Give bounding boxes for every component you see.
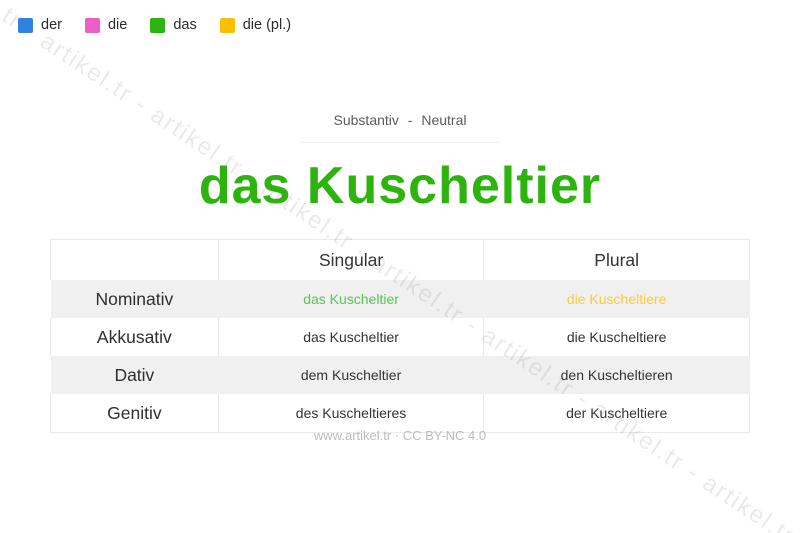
legend-item-das: das — [150, 17, 197, 33]
das-color-swatch — [150, 17, 166, 33]
header-plural: Plural — [483, 239, 750, 280]
legend-label-die-plural: die (pl.) — [242, 17, 292, 33]
word-category: Substantiv - Neutral — [333, 112, 467, 128]
header-singular: Singular — [217, 239, 485, 280]
die-plural-color-swatch — [219, 17, 235, 33]
legend-item-die: die — [84, 17, 128, 33]
dativ-plural-value: den Kuscheltieren — [560, 367, 673, 383]
dativ-singular-value: dem Kuscheltier — [300, 367, 402, 383]
genitiv-singular-value: des Kuscheltieres — [217, 394, 485, 433]
die-color-swatch — [84, 17, 100, 33]
table-row-dativ: Dativ dem Kuscheltier den Kuscheltieren — [50, 356, 750, 394]
nominativ-plural-value: die Kuscheltiere — [566, 291, 667, 307]
table-header-row: Singular Plural — [50, 239, 750, 280]
legend-label-der: der — [41, 17, 62, 33]
case-label-nominativ: Nominativ — [95, 288, 174, 309]
category-underline — [300, 142, 500, 143]
case-label-dativ: Dativ — [114, 364, 155, 385]
genitiv-plural-value: der Kuscheltiere — [483, 394, 750, 433]
legend-item-der: der — [18, 17, 62, 33]
legend-label-das: das — [173, 17, 197, 33]
table-row-genitiv: Genitiv des Kuscheltieres der Kuscheltie… — [50, 394, 750, 433]
der-color-swatch — [18, 17, 33, 33]
case-label-akkusativ: Akkusativ — [50, 318, 219, 356]
legend-label-die: die — [107, 17, 128, 33]
header-empty-cell — [50, 239, 219, 280]
page-title: das Kuscheltier — [198, 157, 602, 215]
legend-item-die-plural: die (pl.) — [219, 17, 292, 33]
attribution-footer: www.artikel.tr · CC BY-NC 4.0 — [313, 428, 487, 443]
table-row-nominativ: Nominativ das Kuscheltier die Kuscheltie… — [50, 280, 750, 318]
nominativ-singular-value: das Kuscheltier — [303, 291, 399, 307]
table-row-akkusativ: Akkusativ das Kuscheltier die Kuscheltie… — [50, 318, 750, 356]
akkusativ-plural-value: die Kuscheltiere — [483, 318, 750, 356]
akkusativ-singular-value: das Kuscheltier — [217, 318, 485, 356]
article-color-legend: der die das die (pl.) — [18, 17, 291, 33]
declension-table: Singular Plural Nominativ das Kuscheltie… — [50, 239, 750, 433]
case-label-genitiv: Genitiv — [50, 394, 219, 433]
